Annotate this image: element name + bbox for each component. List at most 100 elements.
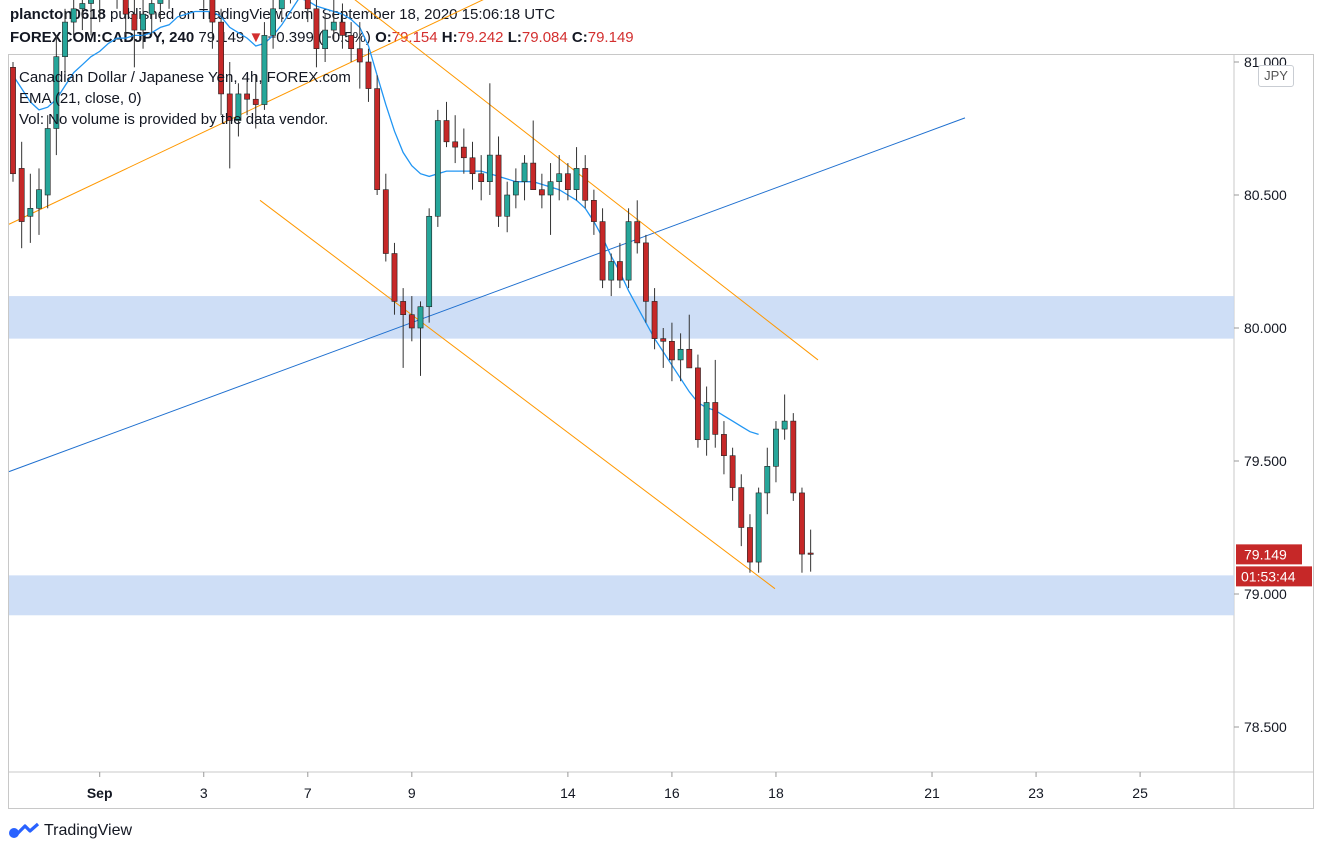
candle[interactable] <box>278 0 285 23</box>
candle[interactable] <box>218 8 224 116</box>
candle[interactable] <box>374 75 381 195</box>
candle[interactable] <box>382 173 389 262</box>
candle[interactable] <box>721 421 727 475</box>
channel-line-top[interactable] <box>305 0 819 361</box>
candle[interactable] <box>755 487 762 573</box>
candle[interactable] <box>339 3 346 49</box>
candle[interactable] <box>486 83 493 195</box>
candle[interactable] <box>44 115 51 209</box>
candle[interactable] <box>469 141 476 190</box>
candle[interactable] <box>712 359 719 448</box>
candle[interactable] <box>330 0 337 41</box>
candle[interactable] <box>764 447 771 515</box>
candle[interactable] <box>244 75 250 116</box>
candle[interactable] <box>530 120 537 190</box>
candle[interactable] <box>201 0 206 9</box>
currency-unit-badge[interactable]: JPY <box>1258 65 1294 87</box>
candle[interactable] <box>729 447 736 501</box>
candle[interactable] <box>781 394 788 440</box>
candle[interactable] <box>564 163 571 201</box>
candle[interactable] <box>122 0 129 36</box>
candle[interactable] <box>235 83 242 137</box>
candle[interactable] <box>166 0 171 9</box>
candle[interactable] <box>651 288 658 350</box>
candle[interactable] <box>348 22 355 62</box>
zone-band[interactable] <box>9 296 1234 339</box>
candle[interactable] <box>538 173 545 209</box>
candle[interactable] <box>625 208 632 289</box>
candle[interactable] <box>547 163 554 235</box>
candle[interactable] <box>18 141 25 249</box>
zone-band[interactable] <box>9 575 1234 616</box>
candle[interactable] <box>582 155 589 209</box>
candle[interactable] <box>556 155 563 201</box>
candle[interactable] <box>521 155 528 201</box>
candle[interactable] <box>608 253 615 297</box>
candle[interactable] <box>140 0 146 49</box>
candle[interactable] <box>322 14 329 62</box>
candle[interactable] <box>426 208 433 323</box>
candle[interactable] <box>790 413 797 501</box>
last-price-tag[interactable] <box>1236 544 1302 565</box>
candle[interactable] <box>27 173 34 243</box>
candle[interactable] <box>391 242 398 315</box>
candle[interactable] <box>10 62 16 182</box>
candle[interactable] <box>747 514 753 573</box>
candle[interactable] <box>643 234 649 323</box>
candle[interactable] <box>738 474 745 547</box>
legend-ema[interactable]: EMA (21, close, 0) <box>19 90 142 107</box>
candle[interactable] <box>400 288 407 368</box>
candle[interactable] <box>88 0 94 36</box>
candle[interactable] <box>443 101 450 148</box>
candle[interactable] <box>261 22 268 110</box>
candle[interactable] <box>36 168 42 235</box>
candle[interactable] <box>79 0 86 31</box>
candle[interactable] <box>660 328 667 368</box>
candle[interactable] <box>686 314 693 369</box>
candle[interactable] <box>773 421 779 483</box>
candle[interactable] <box>157 0 164 23</box>
candle[interactable] <box>270 0 276 49</box>
candle[interactable] <box>807 529 814 572</box>
candle[interactable] <box>356 22 363 89</box>
footer-brand[interactable]: TradingView <box>8 822 132 840</box>
candle[interactable] <box>677 333 684 382</box>
candle[interactable] <box>148 0 155 36</box>
candle[interactable] <box>131 0 138 68</box>
candle[interactable] <box>226 62 233 169</box>
candle[interactable] <box>313 0 320 68</box>
candle[interactable] <box>114 0 119 9</box>
candle[interactable] <box>669 322 675 382</box>
candle[interactable] <box>452 115 459 164</box>
candle[interactable] <box>590 189 597 235</box>
candle[interactable] <box>53 35 60 156</box>
candle[interactable] <box>573 147 580 201</box>
candle[interactable] <box>478 155 485 201</box>
candle[interactable] <box>504 181 511 233</box>
candle[interactable] <box>495 136 502 227</box>
candle[interactable] <box>616 242 623 289</box>
candle[interactable] <box>408 296 415 342</box>
candle[interactable] <box>434 109 441 227</box>
ema-line[interactable] <box>12 0 759 436</box>
candle[interactable] <box>695 354 701 448</box>
candle[interactable] <box>799 487 805 573</box>
candle[interactable] <box>512 168 519 209</box>
candle[interactable] <box>599 208 606 289</box>
candle[interactable] <box>209 0 216 49</box>
channel-line-bottom[interactable] <box>259 199 776 590</box>
candle[interactable] <box>417 301 424 376</box>
candle[interactable] <box>62 8 68 76</box>
channel-line-rising[interactable] <box>8 0 492 225</box>
candle[interactable] <box>703 386 710 456</box>
candle[interactable] <box>304 0 311 23</box>
candle[interactable] <box>97 0 102 23</box>
trend-line-lower[interactable] <box>8 117 966 473</box>
candle[interactable] <box>460 128 467 174</box>
candle[interactable] <box>634 200 641 254</box>
candle[interactable] <box>365 48 372 102</box>
candle[interactable] <box>288 0 293 4</box>
candle[interactable] <box>252 75 259 129</box>
candle[interactable] <box>70 0 77 36</box>
